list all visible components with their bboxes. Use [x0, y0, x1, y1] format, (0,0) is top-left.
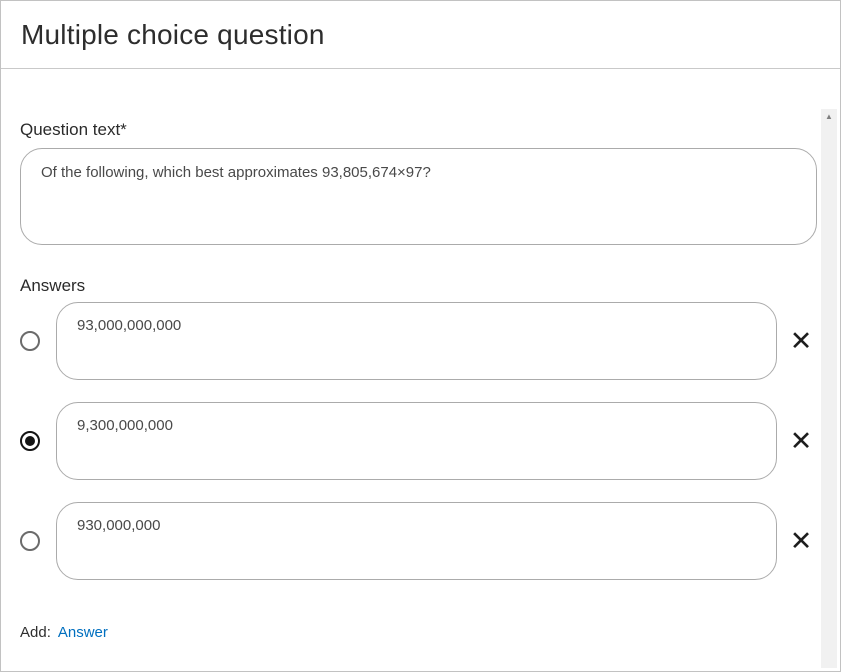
remove-answer-button[interactable]: ✕: [787, 326, 815, 356]
answer-row: 9,300,000,000 ✕: [20, 402, 815, 480]
scrollbar-track[interactable]: ▲: [821, 109, 837, 668]
add-label: Add:: [20, 624, 51, 641]
add-answer-link[interactable]: Answer: [57, 624, 108, 641]
remove-answer-button[interactable]: ✕: [787, 526, 815, 556]
add-row: Add: Answer: [20, 624, 840, 641]
scroll-up-button[interactable]: ▲: [821, 109, 837, 125]
answer-row: 93,000,000,000 ✕: [20, 302, 815, 380]
page-title: Multiple choice question: [21, 18, 325, 50]
remove-answer-icon: ✕: [789, 425, 813, 456]
answer-row: 930,000,000 ✕: [20, 502, 815, 580]
answer-input[interactable]: 9,300,000,000: [56, 402, 777, 480]
answer-radio[interactable]: [20, 431, 40, 451]
remove-answer-icon: ✕: [789, 325, 813, 356]
header: Multiple choice question: [1, 1, 840, 69]
scroll-up-icon: ▲: [825, 112, 833, 121]
remove-answer-icon: ✕: [789, 525, 813, 556]
answers-label: Answers: [20, 276, 86, 295]
question-text-label: Question text*: [20, 120, 127, 139]
remove-answer-button[interactable]: ✕: [787, 426, 815, 456]
answer-radio[interactable]: [20, 331, 40, 351]
answer-input[interactable]: 930,000,000: [56, 502, 777, 580]
form-body: Question text* Of the following, which b…: [1, 69, 840, 641]
answer-input[interactable]: 93,000,000,000: [56, 302, 777, 380]
answer-radio[interactable]: [20, 531, 40, 551]
question-text-input[interactable]: Of the following, which best approximate…: [20, 148, 817, 245]
